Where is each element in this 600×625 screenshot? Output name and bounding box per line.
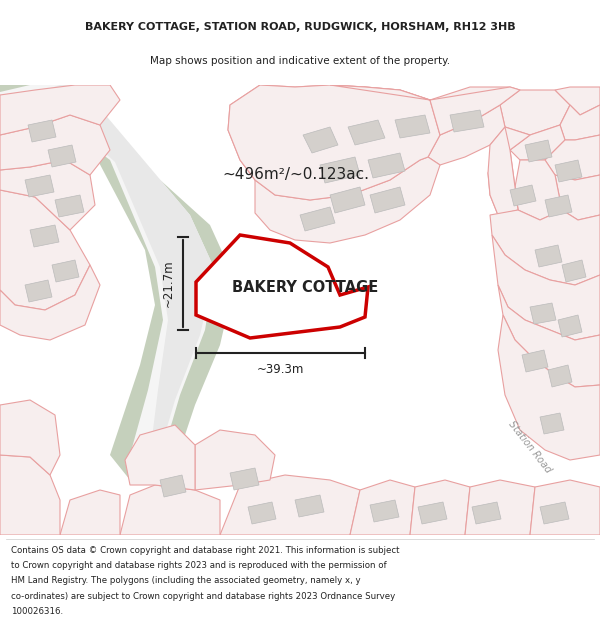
Polygon shape [255,157,440,243]
Polygon shape [52,260,79,282]
Polygon shape [320,157,360,183]
Polygon shape [555,87,600,115]
Polygon shape [530,480,600,535]
Polygon shape [125,425,195,490]
Polygon shape [562,260,586,282]
Polygon shape [560,105,600,140]
Polygon shape [370,187,405,213]
Text: BAKERY COTTAGE, STATION ROAD, RUDGWICK, HORSHAM, RH12 3HB: BAKERY COTTAGE, STATION ROAD, RUDGWICK, … [85,22,515,32]
Polygon shape [0,85,120,135]
Polygon shape [55,195,84,217]
Polygon shape [348,120,385,145]
Polygon shape [220,475,360,535]
Polygon shape [350,480,415,535]
Polygon shape [490,127,530,157]
Polygon shape [195,430,275,490]
Text: ~21.7m: ~21.7m [162,260,175,308]
Polygon shape [530,303,556,324]
Polygon shape [510,125,565,160]
Polygon shape [0,190,90,310]
Text: ~39.3m: ~39.3m [257,363,304,376]
Text: Map shows position and indicative extent of the property.: Map shows position and indicative extent… [150,56,450,66]
Polygon shape [472,502,501,524]
Polygon shape [488,127,518,215]
Polygon shape [30,225,59,247]
Polygon shape [430,87,520,135]
Text: co-ordinates) are subject to Crown copyright and database rights 2023 Ordnance S: co-ordinates) are subject to Crown copyr… [11,592,395,601]
Polygon shape [303,127,338,153]
Polygon shape [498,315,600,460]
Polygon shape [160,475,186,497]
Polygon shape [0,85,235,480]
Polygon shape [28,120,56,142]
Polygon shape [428,105,505,165]
Polygon shape [120,485,220,535]
Polygon shape [450,110,484,132]
Polygon shape [548,365,572,387]
Polygon shape [540,502,569,524]
Text: ~496m²/~0.123ac.: ~496m²/~0.123ac. [222,168,369,182]
Polygon shape [488,150,518,215]
Polygon shape [230,468,259,490]
Polygon shape [418,502,447,524]
Polygon shape [330,187,365,213]
Polygon shape [368,153,405,178]
Polygon shape [522,350,548,372]
Polygon shape [0,115,110,175]
Polygon shape [510,185,536,206]
Polygon shape [228,85,440,200]
Polygon shape [196,235,368,338]
Polygon shape [555,175,600,220]
Polygon shape [545,195,572,217]
Polygon shape [30,85,215,475]
Polygon shape [498,285,600,387]
Polygon shape [25,280,52,302]
Text: to Crown copyright and database rights 2023 and is reproduced with the permissio: to Crown copyright and database rights 2… [11,561,386,570]
Polygon shape [515,160,562,220]
Polygon shape [370,500,399,522]
Polygon shape [0,265,100,340]
Polygon shape [500,90,570,135]
Polygon shape [558,315,582,337]
Polygon shape [0,160,95,230]
Polygon shape [410,480,470,535]
Polygon shape [492,235,600,340]
Polygon shape [248,502,276,524]
Polygon shape [555,160,582,182]
Text: Contains OS data © Crown copyright and database right 2021. This information is : Contains OS data © Crown copyright and d… [11,546,400,555]
Polygon shape [48,145,76,167]
Polygon shape [545,135,600,180]
Text: HM Land Registry. The polygons (including the associated geometry, namely x, y: HM Land Registry. The polygons (includin… [11,576,361,586]
Polygon shape [228,85,440,200]
Polygon shape [0,400,60,475]
Polygon shape [490,210,600,285]
Polygon shape [0,85,215,470]
Polygon shape [60,490,120,535]
Text: Station Road: Station Road [506,419,553,475]
Polygon shape [395,115,430,138]
Text: BAKERY COTTAGE: BAKERY COTTAGE [232,279,378,294]
Polygon shape [535,245,562,267]
Polygon shape [295,495,324,517]
Polygon shape [330,85,520,135]
Text: 100026316.: 100026316. [11,607,63,616]
Polygon shape [540,413,564,434]
Polygon shape [25,175,54,197]
Polygon shape [465,480,535,535]
Polygon shape [300,207,335,231]
Polygon shape [525,140,552,162]
Polygon shape [0,455,60,535]
